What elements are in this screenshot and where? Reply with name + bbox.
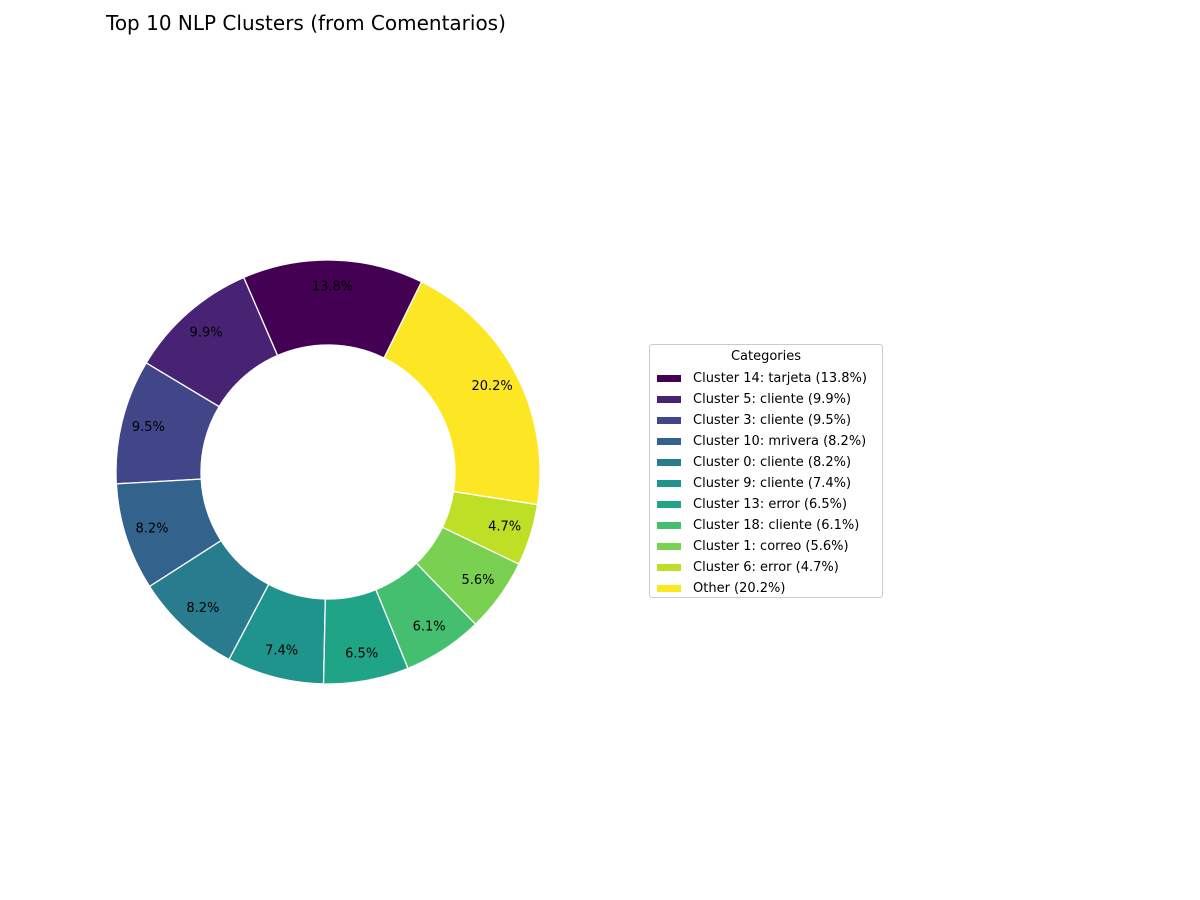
slice-label-4: 8.2%	[186, 601, 219, 616]
legend-swatch-0	[656, 374, 682, 383]
legend-item-6: Cluster 13: error (6.5%)	[650, 494, 882, 515]
legend-items: Cluster 14: tarjeta (13.8%) Cluster 5: cl…	[650, 368, 882, 599]
legend-item-0: Cluster 14: tarjeta (13.8%)	[650, 368, 882, 389]
legend-item-3: Cluster 10: mrivera (8.2%)	[650, 431, 882, 452]
legend-swatch-1	[656, 395, 682, 404]
legend-item-4: Cluster 0: cliente (8.2%)	[650, 452, 882, 473]
slice-label-6: 6.5%	[345, 646, 378, 661]
legend-item-8: Cluster 1: correo (5.6%)	[650, 536, 882, 557]
slice-label-2: 9.5%	[132, 420, 165, 435]
slice-label-9: 4.7%	[488, 520, 521, 535]
legend-label-0: Cluster 14: tarjeta (13.8%)	[693, 371, 867, 386]
legend-label-7: Cluster 18: cliente (6.1%)	[693, 518, 860, 533]
legend: Categories Cluster 14: tarjeta (13.8%) Cl…	[649, 344, 883, 598]
legend-label-10: Other (20.2%)	[693, 581, 786, 596]
legend-label-5: Cluster 9: cliente (7.4%)	[693, 476, 852, 491]
slice-label-3: 8.2%	[135, 522, 168, 537]
slice-label-1: 9.9%	[190, 325, 223, 340]
legend-label-4: Cluster 0: cliente (8.2%)	[693, 455, 852, 470]
legend-swatch-4	[656, 458, 682, 467]
legend-swatch-8	[656, 542, 682, 551]
legend-swatch-10	[656, 584, 682, 593]
legend-swatch-3	[656, 437, 682, 446]
slice-label-10: 20.2%	[471, 379, 512, 394]
legend-label-6: Cluster 13: error (6.5%)	[693, 497, 848, 512]
legend-swatch-2	[656, 416, 682, 425]
legend-label-2: Cluster 3: cliente (9.5%)	[693, 413, 852, 428]
legend-title: Categories	[730, 349, 802, 364]
slice-label-8: 5.6%	[461, 573, 494, 588]
legend-label-8: Cluster 1: correo (5.6%)	[693, 539, 849, 554]
chart-title: Top 10 NLP Clusters (from Comentarios)	[106, 11, 506, 35]
legend-item-1: Cluster 5: cliente (9.9%)	[650, 389, 882, 410]
legend-swatch-7	[656, 521, 682, 530]
slice-label-0: 13.8%	[312, 280, 353, 295]
legend-item-2: Cluster 3: cliente (9.5%)	[650, 410, 882, 431]
legend-swatch-9	[656, 563, 682, 572]
legend-label-3: Cluster 10: mrivera (8.2%)	[693, 434, 867, 449]
legend-label-1: Cluster 5: cliente (9.9%)	[693, 392, 852, 407]
legend-item-5: Cluster 9: cliente (7.4%)	[650, 473, 882, 494]
legend-item-7: Cluster 18: cliente (6.1%)	[650, 515, 882, 536]
legend-item-10: Other (20.2%)	[650, 578, 882, 599]
slice-label-7: 6.1%	[413, 619, 446, 634]
legend-swatch-5	[656, 479, 682, 488]
legend-swatch-6	[656, 500, 682, 509]
slice-label-5: 7.4%	[265, 644, 298, 659]
legend-item-9: Cluster 6: error (4.7%)	[650, 557, 882, 578]
slice-10	[383, 280, 541, 506]
legend-label-9: Cluster 6: error (4.7%)	[693, 560, 839, 575]
